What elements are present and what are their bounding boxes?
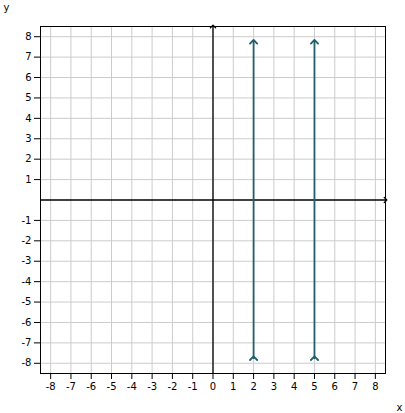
- svg-text:-7: -7: [66, 381, 76, 392]
- svg-text:-1: -1: [22, 215, 32, 226]
- svg-text:-2: -2: [167, 381, 177, 392]
- svg-text:-1: -1: [188, 381, 198, 392]
- svg-text:-8: -8: [22, 357, 32, 368]
- svg-text:x: x: [397, 402, 403, 413]
- svg-text:3: 3: [25, 133, 31, 144]
- svg-text:6: 6: [332, 381, 338, 392]
- svg-text:-2: -2: [22, 235, 32, 246]
- svg-text:7: 7: [25, 51, 31, 62]
- svg-text:-6: -6: [86, 381, 96, 392]
- svg-text:-5: -5: [107, 381, 117, 392]
- svg-text:-5: -5: [22, 296, 32, 307]
- svg-text:2: 2: [250, 381, 256, 392]
- svg-text:-8: -8: [46, 381, 56, 392]
- svg-text:8: 8: [372, 381, 378, 392]
- svg-text:5: 5: [311, 381, 317, 392]
- svg-text:7: 7: [352, 381, 358, 392]
- svg-text:6: 6: [25, 72, 31, 83]
- svg-text:4: 4: [291, 381, 297, 392]
- svg-text:4: 4: [25, 113, 31, 124]
- svg-text:3: 3: [271, 381, 277, 392]
- svg-text:-4: -4: [127, 381, 137, 392]
- svg-text:0: 0: [210, 381, 216, 392]
- svg-text:-6: -6: [22, 317, 32, 328]
- svg-text:1: 1: [25, 174, 31, 185]
- svg-text:y: y: [4, 2, 10, 13]
- svg-text:2: 2: [25, 153, 31, 164]
- svg-text:5: 5: [25, 92, 31, 103]
- svg-text:-3: -3: [147, 381, 157, 392]
- svg-text:1: 1: [230, 381, 236, 392]
- svg-text:8: 8: [25, 31, 31, 42]
- svg-text:-7: -7: [22, 337, 32, 348]
- svg-text:-3: -3: [22, 255, 32, 266]
- svg-text:-4: -4: [22, 276, 32, 287]
